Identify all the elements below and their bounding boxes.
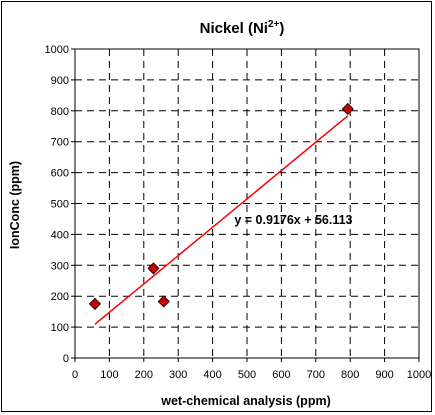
y-tick-label: 400 bbox=[51, 229, 69, 241]
gridlines bbox=[75, 49, 419, 358]
y-tick-label: 500 bbox=[51, 199, 69, 211]
x-tick-label: 400 bbox=[203, 369, 221, 381]
chart-title: Nickel (Ni2+) bbox=[200, 19, 285, 37]
x-tick-label: 500 bbox=[238, 369, 256, 381]
y-tick-label: 0 bbox=[63, 353, 69, 365]
data-point bbox=[341, 102, 354, 116]
y-tick-label: 100 bbox=[51, 322, 69, 334]
x-tick-label: 200 bbox=[135, 369, 153, 381]
x-tick-label: 800 bbox=[341, 369, 359, 381]
data-point bbox=[157, 295, 170, 308]
x-tick-label: 0 bbox=[72, 369, 78, 381]
y-tick-label: 1000 bbox=[45, 44, 69, 56]
x-tick-label: 100 bbox=[100, 369, 118, 381]
x-tick-label: 300 bbox=[169, 369, 187, 381]
y-tick-label: 800 bbox=[51, 106, 69, 118]
x-tick-labels: 0 100 200 300 400 500 600 700 800 900 1000 bbox=[72, 369, 431, 381]
trendline-equation: y = 0.9176x + 56.113 bbox=[234, 213, 352, 227]
y-tick-labels: 0 100 200 300 400 500 600 700 800 900 1000 bbox=[45, 44, 69, 365]
y-tick-label: 300 bbox=[51, 260, 69, 272]
x-tick-label: 600 bbox=[272, 369, 290, 381]
y-tick-label: 200 bbox=[51, 291, 69, 303]
axes bbox=[71, 48, 420, 362]
y-tick-label: 700 bbox=[51, 137, 69, 149]
data-point bbox=[147, 262, 160, 275]
x-axis-title: wet-chemical analysis (ppm) bbox=[160, 394, 331, 408]
trendline bbox=[94, 115, 349, 325]
data-points bbox=[88, 102, 354, 310]
y-axis-title: IonConc (ppm) bbox=[8, 161, 22, 249]
y-tick-label: 600 bbox=[51, 168, 69, 180]
data-point bbox=[88, 297, 102, 310]
x-tick-label: 1000 bbox=[407, 369, 431, 381]
x-tick-label: 700 bbox=[307, 369, 325, 381]
x-tick-label: 900 bbox=[375, 369, 393, 381]
y-tick-label: 900 bbox=[51, 75, 69, 87]
